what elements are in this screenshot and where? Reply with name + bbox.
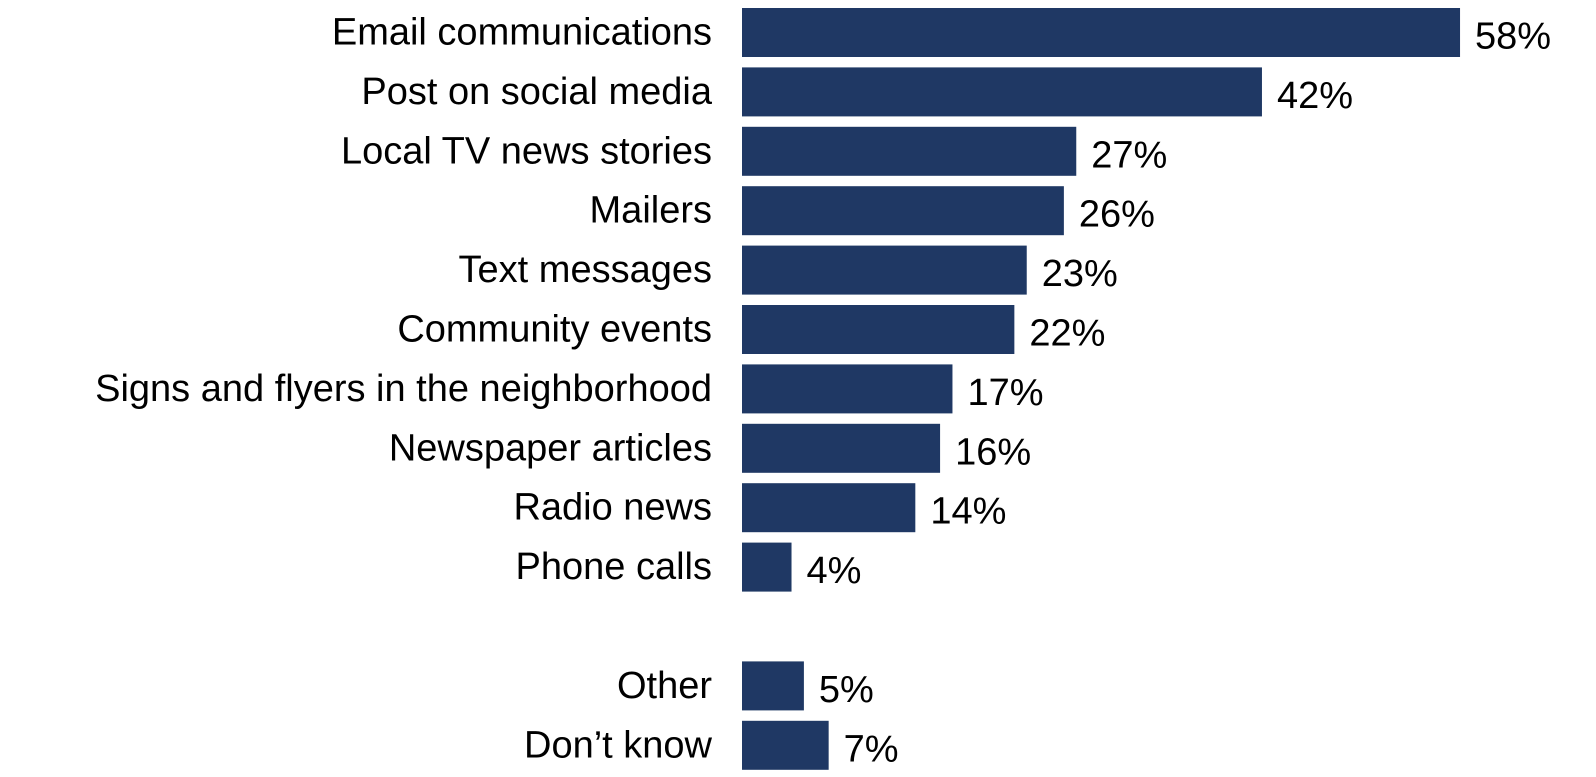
- value-label-signs-and-flyers-in-the-neighborhood: 17%: [967, 372, 1043, 414]
- value-label-radio-news: 14%: [930, 491, 1006, 533]
- category-label-other: Other: [617, 665, 712, 707]
- value-label-post-on-social-media: 42%: [1277, 75, 1353, 117]
- bar-post-on-social-media: [742, 67, 1262, 117]
- value-labels-group: 58% 42% 27% 26% 23% 22% 17% 16% 14% 4% 5% 7%: [807, 16, 1552, 771]
- value-label-community-events: 22%: [1029, 313, 1105, 355]
- value-label-mailers: 26%: [1079, 194, 1155, 236]
- value-label-email-communications: 58%: [1475, 16, 1551, 58]
- value-label-phone-calls: 4%: [807, 550, 862, 592]
- category-label-radio-news: Radio news: [513, 487, 712, 529]
- value-label-don-t-know: 7%: [844, 728, 899, 770]
- category-label-newspaper-articles: Newspaper articles: [389, 427, 712, 469]
- bar-newspaper-articles: [742, 423, 941, 473]
- category-label-post-on-social-media: Post on social media: [361, 71, 712, 113]
- value-label-other: 5%: [819, 669, 874, 711]
- bar-mailers: [742, 186, 1064, 236]
- value-label-local-tv-news-stories: 27%: [1091, 134, 1167, 176]
- bar-text-messages: [742, 245, 1027, 295]
- category-label-local-tv-news-stories: Local TV news stories: [341, 130, 712, 172]
- bar-local-tv-news-stories: [742, 126, 1077, 176]
- category-label-signs-and-flyers-in-the-neighborhood: Signs and flyers in the neighborhood: [95, 368, 712, 410]
- bar-phone-calls: [742, 542, 792, 592]
- bar-email-communications: [742, 8, 1461, 57]
- category-label-community-events: Community events: [397, 309, 712, 351]
- category-label-text-messages: Text messages: [459, 249, 712, 291]
- bar-signs-and-flyers-in-the-neighborhood: [742, 364, 953, 414]
- value-label-text-messages: 23%: [1042, 253, 1118, 295]
- category-label-email-communications: Email communications: [332, 12, 712, 54]
- bar-don-t-know: [742, 720, 829, 770]
- bar-community-events: [742, 305, 1015, 354]
- category-label-phone-calls: Phone calls: [516, 546, 712, 588]
- bar-other: [742, 661, 804, 711]
- category-label-don-t-know: Don’t know: [524, 724, 713, 766]
- category-labels-group: Email communications Post on social media…: [95, 12, 713, 767]
- bars-group: [742, 8, 1461, 770]
- bar-radio-news: [742, 483, 916, 533]
- category-label-mailers: Mailers: [590, 190, 712, 232]
- value-label-newspaper-articles: 16%: [955, 431, 1031, 473]
